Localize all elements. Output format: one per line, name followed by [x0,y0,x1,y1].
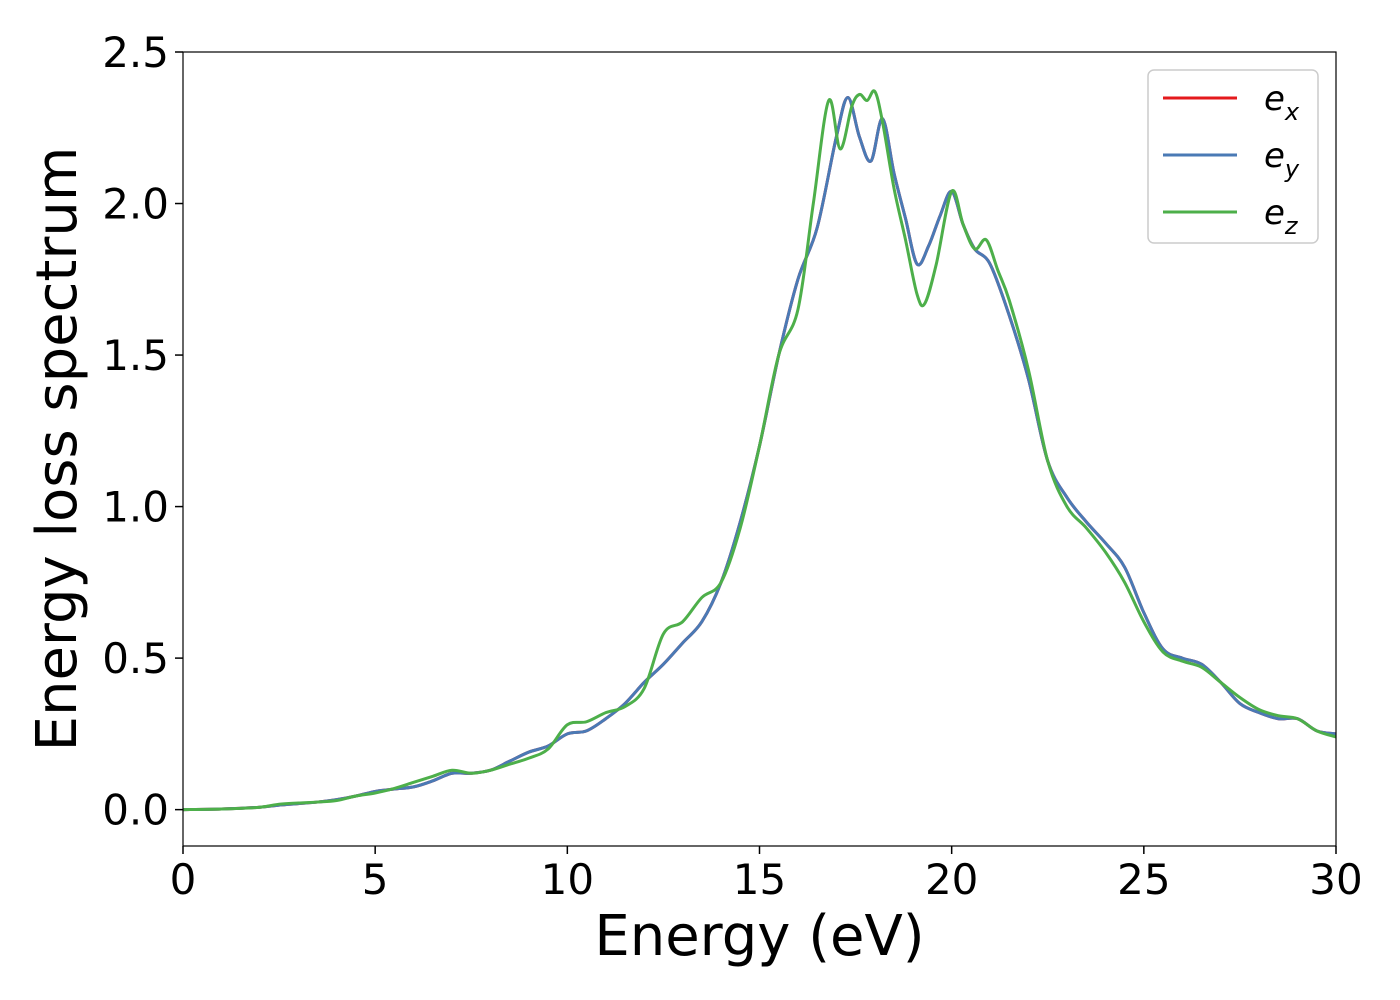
x-tick-label: 10 [541,855,594,904]
y-axis: 0.0 0.5 1.0 1.5 2.0 2.5 [102,28,183,835]
legend-label-z: ez [1264,193,1299,240]
x-tick-label: 20 [925,855,978,904]
x-axis-label: Energy (eV) [594,904,924,969]
y-axis-label: Energy loss spectrum [25,147,90,752]
x-tick-label: 15 [733,855,786,904]
x-tick-label: 5 [362,855,389,904]
y-tick-label: 1.5 [102,331,169,380]
legend-label-y: ey [1264,136,1300,183]
x-tick-label: 0 [170,855,197,904]
y-tick-label: 0.0 [102,786,169,835]
y-tick-label: 0.5 [102,634,169,683]
series-line-z [182,89,1337,812]
y-tick-label: 1.0 [102,483,169,532]
x-axis: 0 5 10 15 20 25 30 [170,846,1363,904]
legend: ex ey ez [1147,69,1319,244]
legend-label-x: ex [1264,79,1300,126]
y-tick-label: 2.5 [102,28,169,77]
y-tick-label: 2.0 [102,180,169,229]
x-tick-label: 25 [1117,855,1170,904]
series-layer [182,89,1337,812]
x-tick-label: 30 [1309,855,1362,904]
series-line-y [182,95,1337,812]
